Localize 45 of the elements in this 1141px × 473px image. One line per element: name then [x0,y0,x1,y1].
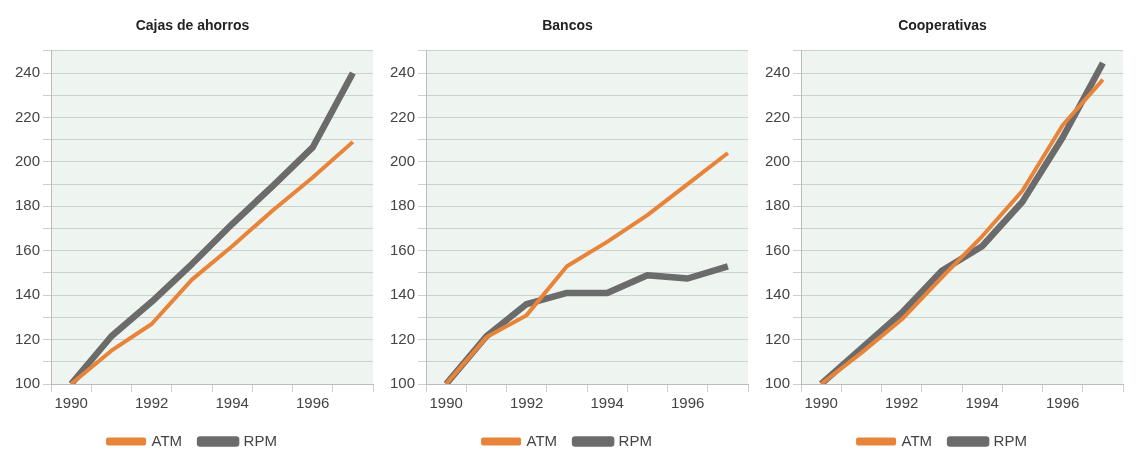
y-tick-label: 120 [390,329,416,347]
y-tick-label: 200 [390,152,416,170]
x-tick-label: 1994 [215,394,249,412]
y-tick-label: 100 [15,374,41,392]
legend-label: ATM [526,431,558,449]
legend-label: RPM [618,431,652,449]
x-tick-label: 1994 [965,394,999,412]
y-tick-label: 220 [390,107,416,125]
y-tick-label: 240 [765,63,791,81]
y-tick-label: 200 [15,152,41,170]
legend-label: ATM [901,431,933,449]
legend-label: RPM [243,431,277,449]
x-tick-label: 1990 [429,394,463,412]
y-tick-label: 220 [15,107,41,125]
x-tick-label: 1992 [134,394,169,412]
chart-title: Cajas de ahorros [135,17,250,34]
y-tick-label: 120 [15,329,41,347]
y-tick-label: 180 [765,196,791,214]
y-tick-label: 240 [390,63,416,81]
y-tick-label: 160 [390,240,416,258]
x-tick-label: 1994 [590,394,624,412]
y-tick-label: 100 [390,374,416,392]
y-tick-label: 140 [765,285,791,303]
y-tick-label: 180 [15,196,41,214]
y-tick-label: 200 [765,152,791,170]
y-tick-label: 160 [15,240,41,258]
x-tick-label: 1996 [295,394,330,412]
y-tick-label: 120 [765,329,791,347]
y-tick-label: 140 [15,285,41,303]
x-tick-label: 1992 [509,394,544,412]
y-tick-label: 240 [15,63,41,81]
legend-label: RPM [993,431,1027,449]
y-tick-label: 160 [765,240,791,258]
y-tick-label: 100 [765,374,791,392]
x-tick-label: 1990 [54,394,88,412]
chart-title: Bancos [542,17,593,34]
legend-label: ATM [151,431,183,449]
y-tick-label: 220 [765,107,791,125]
y-tick-label: 180 [390,196,416,214]
y-tick-label: 140 [390,285,416,303]
x-tick-label: 1992 [884,394,919,412]
chart-title: Cooperativas [898,17,988,34]
x-tick-label: 1990 [804,394,838,412]
x-tick-label: 1996 [670,394,705,412]
x-tick-label: 1996 [1045,394,1080,412]
